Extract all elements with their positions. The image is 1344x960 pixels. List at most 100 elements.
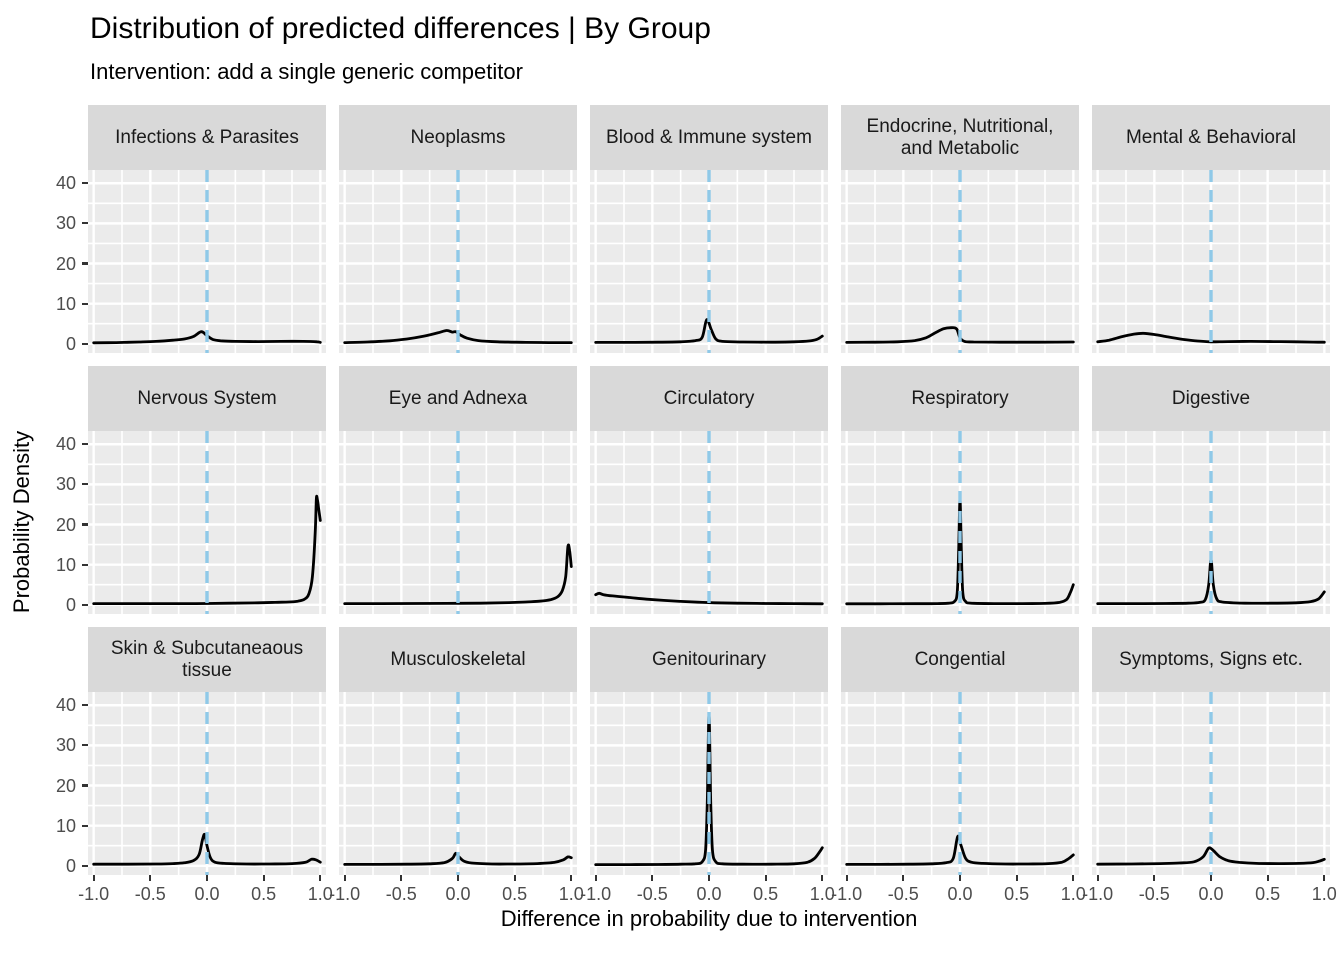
y-tick-mark — [82, 262, 88, 265]
y-tick-mark — [82, 864, 88, 867]
x-tick-mark — [400, 875, 403, 881]
density-curve — [343, 543, 573, 605]
facet-panel — [88, 431, 326, 614]
x-tick-label: -1.0 — [580, 884, 612, 904]
x-tick-label: 0.0 — [696, 884, 722, 904]
facet-strip-label: Endocrine, Nutritional, and Metabolic — [866, 115, 1054, 159]
facet-strip-label: Digestive — [1171, 387, 1251, 409]
y-tick-label: 0 — [65, 594, 76, 615]
facet-strip: Genitourinary — [590, 627, 828, 692]
x-tick-label: 1.0 — [558, 884, 584, 904]
facet-panel — [1092, 170, 1330, 353]
facet-strip-label: Skin & Subcutaneaous tissue — [110, 637, 304, 681]
x-tick-label: -0.5 — [887, 884, 919, 904]
facet-strip: Nervous System — [88, 366, 326, 431]
x-tick-label: 0.5 — [1004, 884, 1030, 904]
x-tick-label: 1.0 — [1311, 884, 1337, 904]
y-tick-label: 30 — [55, 474, 76, 495]
y-tick-mark — [82, 824, 88, 827]
density-curve — [343, 851, 573, 866]
facet-panel — [339, 431, 577, 614]
facet-strip-label: Mental & Behavioral — [1125, 126, 1297, 148]
x-tick-mark — [1266, 875, 1269, 881]
facet-panel — [841, 431, 1079, 614]
facet-strip-label: Genitourinary — [651, 648, 767, 670]
x-tick-mark — [262, 875, 265, 881]
x-tick-mark — [1323, 875, 1326, 881]
x-tick-mark — [1015, 875, 1018, 881]
x-tick-mark — [319, 875, 322, 881]
density-curve — [594, 318, 824, 344]
y-tick-label: 10 — [55, 554, 76, 575]
facet-strip: Skin & Subcutaneaous tissue — [88, 627, 326, 692]
facet-strip: Circulatory — [590, 366, 828, 431]
y-tick-label: 20 — [55, 775, 76, 796]
facet-strip-label: Circulatory — [663, 387, 755, 409]
x-tick-mark — [902, 875, 905, 881]
facet-strip-label: Musculoskeletal — [390, 648, 526, 670]
y-tick-mark — [82, 443, 88, 446]
x-tick-mark — [764, 875, 767, 881]
facet-strip: Congential — [841, 627, 1079, 692]
y-tick-label: 20 — [55, 514, 76, 535]
density-curve — [1096, 331, 1326, 344]
y-tick-mark — [82, 563, 88, 566]
x-tick-mark — [1209, 875, 1213, 881]
y-tick-mark — [82, 603, 88, 606]
x-tick-label: 0.5 — [753, 884, 779, 904]
facet-panel — [841, 692, 1079, 875]
x-tick-label: 1.0 — [809, 884, 835, 904]
x-tick-mark — [821, 875, 824, 881]
x-tick-label: -0.5 — [385, 884, 417, 904]
x-tick-mark — [92, 875, 95, 881]
facet-strip-label: Eye and Adnexa — [388, 387, 528, 409]
facet-strip-label: Infections & Parasites — [115, 126, 299, 148]
x-tick-label: -1.0 — [329, 884, 361, 904]
x-tick-label: 0.0 — [1198, 884, 1224, 904]
y-tick-mark — [82, 182, 88, 185]
y-tick-mark — [82, 302, 88, 305]
y-tick-label: 40 — [55, 173, 76, 194]
facet-strip: Endocrine, Nutritional, and Metabolic — [841, 105, 1079, 170]
x-tick-mark — [651, 875, 654, 881]
x-tick-label: 1.0 — [307, 884, 333, 904]
facet-strip-label: Congential — [914, 648, 1006, 670]
x-tick-mark — [205, 875, 209, 881]
y-tick-label: 40 — [55, 434, 76, 455]
x-tick-mark — [1096, 875, 1099, 881]
facet-strip: Eye and Adnexa — [339, 366, 577, 431]
x-tick-mark — [1153, 875, 1156, 881]
y-tick-mark — [82, 523, 88, 526]
facet-panel — [88, 692, 326, 875]
facet-strip: Digestive — [1092, 366, 1330, 431]
density-curve — [594, 713, 824, 866]
y-tick-mark — [82, 342, 88, 345]
x-tick-mark — [958, 875, 962, 881]
facet-panel — [841, 170, 1079, 353]
chart-title: Distribution of predicted differences | … — [90, 12, 711, 45]
x-tick-mark — [149, 875, 152, 881]
density-curve — [845, 499, 1075, 606]
density-curve — [1096, 558, 1326, 605]
density-curve — [343, 329, 573, 344]
y-tick-label: 40 — [55, 695, 76, 716]
density-curve — [92, 494, 322, 606]
y-tick-label: 10 — [55, 815, 76, 836]
x-tick-label: 0.5 — [1255, 884, 1281, 904]
x-tick-mark — [845, 875, 848, 881]
x-tick-label: 0.5 — [502, 884, 528, 904]
x-tick-mark — [343, 875, 346, 881]
density-curve — [1096, 846, 1326, 866]
x-tick-mark — [456, 875, 460, 881]
density-curve — [845, 326, 1075, 344]
facet-strip: Musculoskeletal — [339, 627, 577, 692]
facet-strip: Neoplasms — [339, 105, 577, 170]
x-tick-mark — [570, 875, 573, 881]
facet-panel — [339, 170, 577, 353]
facet-panel — [339, 692, 577, 875]
x-tick-label: -1.0 — [78, 884, 110, 904]
x-tick-mark — [1072, 875, 1075, 881]
y-tick-label: 30 — [55, 735, 76, 756]
y-tick-mark — [82, 704, 88, 707]
facet-panel — [1092, 692, 1330, 875]
